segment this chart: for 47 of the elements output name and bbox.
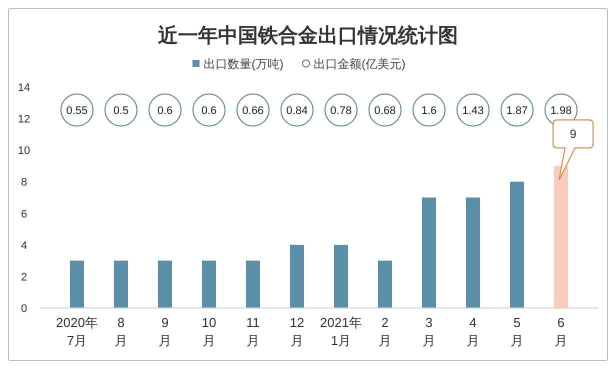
y-tick-label: 4 (20, 240, 28, 252)
annotation: 0.55 (66, 105, 88, 117)
y-tick-label: 2 (20, 271, 28, 284)
annotation: 1.98 (550, 105, 572, 117)
x-tick-label: 2 月 (378, 315, 392, 348)
legend-label: 出口数量(万吨) (204, 57, 284, 71)
annotation: 0.6 (157, 105, 173, 117)
annotation: 1.43 (462, 105, 484, 117)
bar (246, 260, 260, 308)
x-tick-label: 6 月 (554, 315, 568, 348)
bar (510, 182, 524, 308)
x-tick-label: 9 月 (158, 315, 172, 348)
y-tick-label: 10 (18, 145, 30, 158)
chart-title: 近一年中国铁合金出口情况统计图 (157, 24, 458, 47)
bar (202, 260, 216, 308)
x-tick-label: 11 月 (246, 315, 260, 348)
annotation: 0.84 (286, 105, 308, 117)
annotation: 1.87 (506, 105, 528, 117)
x-tick-label: 8 月 (114, 315, 128, 348)
x-tick-label: 5 月 (510, 315, 524, 348)
annotation: 1.6 (421, 105, 437, 117)
x-tick-label: 10 月 (202, 315, 216, 348)
bar (70, 260, 84, 308)
bar (158, 260, 172, 308)
legend-label: 出口金额(亿美元) (314, 57, 406, 71)
y-tick-label: 14 (18, 82, 30, 94)
bar (466, 198, 480, 308)
x-tick-label: 2021年 1月 (320, 315, 362, 348)
x-tick-label: 12 月 (290, 315, 304, 348)
y-tick-label: 12 (18, 114, 30, 126)
y-tick-label: 8 (20, 176, 28, 189)
y-tick-label: 0 (20, 303, 28, 315)
annotation: 0.66 (242, 105, 264, 117)
annotation: 0.78 (330, 105, 352, 117)
annotation: 0.6 (201, 105, 217, 117)
x-tick-label: 2020年 7月 (56, 315, 98, 348)
bar (378, 260, 392, 308)
bar (114, 260, 128, 308)
x-tick-label: 4 月 (466, 315, 480, 348)
y-tick-label: 6 (20, 208, 28, 220)
annotation: 9 (570, 126, 577, 141)
bar (334, 244, 348, 308)
annotation: 0.68 (374, 105, 396, 117)
x-tick-label: 3 月 (422, 315, 436, 348)
annotation: 0.5 (113, 105, 129, 117)
bar (290, 244, 304, 308)
bar (422, 198, 436, 308)
